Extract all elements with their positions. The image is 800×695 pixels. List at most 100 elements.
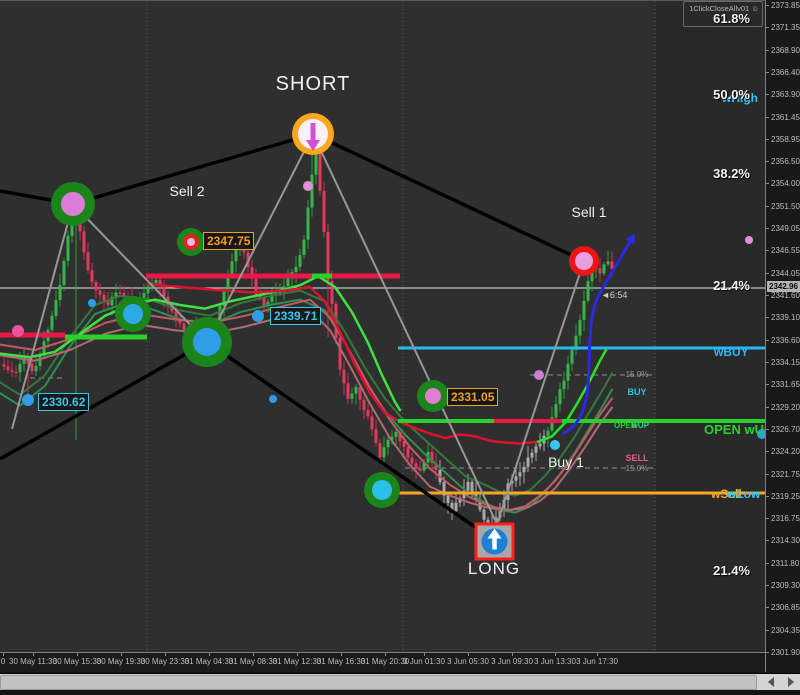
time-axis-tick <box>33 653 34 656</box>
smiley-icon: ☺ <box>751 4 759 13</box>
price-axis-label: 2319.25 <box>771 491 800 501</box>
time-axis-tick <box>253 653 254 656</box>
price-tag[interactable]: 2339.71 <box>270 307 322 325</box>
fib-label: 21.4% <box>713 278 750 293</box>
time-axis-tick <box>3 653 4 656</box>
price-axis-label: 2351.50 <box>771 201 800 211</box>
scrollbar-thumb[interactable] <box>0 675 757 690</box>
price-axis-label: 2361.45 <box>771 112 800 122</box>
price-axis-label: 2346.55 <box>771 246 800 256</box>
price-tag[interactable]: 2330.62 <box>38 393 90 411</box>
price-axis-tick <box>766 428 769 430</box>
price-axis-tick <box>766 27 769 29</box>
price-axis-tick <box>766 71 769 73</box>
price-axis-tick <box>766 94 769 96</box>
price-axis-label: 2304.35 <box>771 625 800 635</box>
price-axis-tick <box>766 317 769 319</box>
time-axis-label: 3 Jun 01:30 <box>403 657 445 666</box>
time-axis-tick <box>165 653 166 656</box>
price-axis-tick <box>766 339 769 341</box>
price-axis-tick <box>766 205 769 207</box>
price-axis-tick <box>766 138 769 140</box>
time-axis: 0 30 May 11:30 30 May 15:30 30 May 19:30 30 … <box>0 652 765 672</box>
future-zone <box>655 1 765 652</box>
scroll-right-icon[interactable] <box>788 677 794 687</box>
price-axis-label: 2366.40 <box>771 67 800 77</box>
time-axis-label: 3 Jun 05:30 <box>447 657 489 666</box>
time-axis-label: 3 Jun 09:30 <box>491 657 533 666</box>
time-axis-label: 31 May 12:30 <box>272 657 322 666</box>
horizontal-scrollbar[interactable] <box>0 673 800 690</box>
price-axis-label: 2339.10 <box>771 313 800 323</box>
chart-canvas[interactable]: SHORT LONG Sell 2 Sell 1 Buy 1 ◄6:54 BUY… <box>0 0 765 652</box>
price-axis-label: 2344.05 <box>771 268 800 278</box>
time-axis-label: 30 May 11:30 <box>9 657 57 666</box>
price-axis-label: 2363.90 <box>771 90 800 100</box>
price-axis-tick <box>766 540 769 542</box>
price-tag[interactable]: 2331.05 <box>447 388 499 406</box>
price-axis-label: 2306.85 <box>771 603 800 613</box>
price-axis-tick <box>766 629 769 631</box>
price-axis-tick <box>766 473 769 475</box>
time-axis-label: 31 May 16:30 <box>316 657 366 666</box>
time-axis-tick <box>385 653 386 656</box>
time-axis-tick <box>121 653 122 656</box>
price-axis-label: 2354.00 <box>771 179 800 189</box>
price-axis-tick <box>766 272 769 274</box>
price-axis-label: 2329.20 <box>771 402 800 412</box>
time-axis-label: 3 Jun 17:30 <box>576 657 618 666</box>
price-tag[interactable]: 2347.75 <box>203 232 255 250</box>
price-axis-tick <box>766 183 769 185</box>
time-axis-tick <box>209 653 210 656</box>
time-axis-label: 31 May 20:30 <box>360 657 410 666</box>
chart-svg <box>0 1 765 652</box>
price-axis-tick <box>766 652 769 653</box>
time-axis-label: 31 May 08:30 <box>228 657 278 666</box>
time-axis-label: 0 <box>0 657 6 666</box>
time-axis-tick <box>468 653 469 656</box>
price-axis-tick <box>766 406 769 408</box>
time-axis-tick <box>341 653 342 656</box>
price-axis-tick <box>766 49 769 51</box>
price-axis-tick <box>766 585 769 587</box>
price-axis-tick <box>766 518 769 520</box>
price-axis-tick <box>766 361 769 363</box>
fib-label: 38.2% <box>713 166 750 181</box>
price-axis-label: 2326.70 <box>771 424 800 434</box>
price-axis-tick <box>766 5 769 6</box>
price-axis-label: 2309.30 <box>771 581 800 591</box>
price-axis-tick <box>766 451 769 453</box>
price-axis-tick <box>766 384 769 386</box>
price-axis-label: 2336.60 <box>771 335 800 345</box>
price-axis-tick <box>766 116 769 118</box>
price-axis-label: 2358.95 <box>771 134 800 144</box>
time-axis-label: 30 May 23:30 <box>140 657 190 666</box>
close-all-button[interactable]: 1ClickCloseAllv01 ☺ <box>683 1 763 27</box>
current-price-badge: 2342.96 <box>767 281 800 292</box>
price-axis-tick <box>766 161 769 163</box>
time-axis-label: 31 May 04:30 <box>184 657 234 666</box>
time-axis-label: 30 May 15:30 <box>52 657 102 666</box>
price-axis-label: 2316.75 <box>771 514 800 524</box>
price-axis-label: 2331.65 <box>771 380 800 390</box>
price-axis-label: 2311.80 <box>771 558 800 568</box>
bottom-strip <box>0 690 800 695</box>
time-axis-tick <box>597 653 598 656</box>
price-axis-label: 2368.90 <box>771 45 800 55</box>
price-axis-label: 2371.35 <box>771 23 800 33</box>
scroll-left-icon[interactable] <box>768 677 774 687</box>
fib-label: 21.4% <box>713 563 750 578</box>
price-axis-tick <box>766 250 769 252</box>
price-axis-label: 2349.05 <box>771 224 800 233</box>
price-axis-label: 2324.20 <box>771 447 800 457</box>
price-axis: 2373.85 2371.35 2368.90 2366.40 2363.90 2361.… <box>765 0 800 672</box>
price-axis-tick <box>766 228 769 229</box>
price-axis-tick <box>766 562 769 564</box>
time-axis-label: 3 Jun 13:30 <box>534 657 576 666</box>
time-axis-tick <box>512 653 513 656</box>
time-axis-tick <box>424 653 425 656</box>
price-axis-label: 2334.15 <box>771 357 800 367</box>
price-axis-tick <box>766 607 769 609</box>
fib-label: 50.0% <box>713 87 750 102</box>
